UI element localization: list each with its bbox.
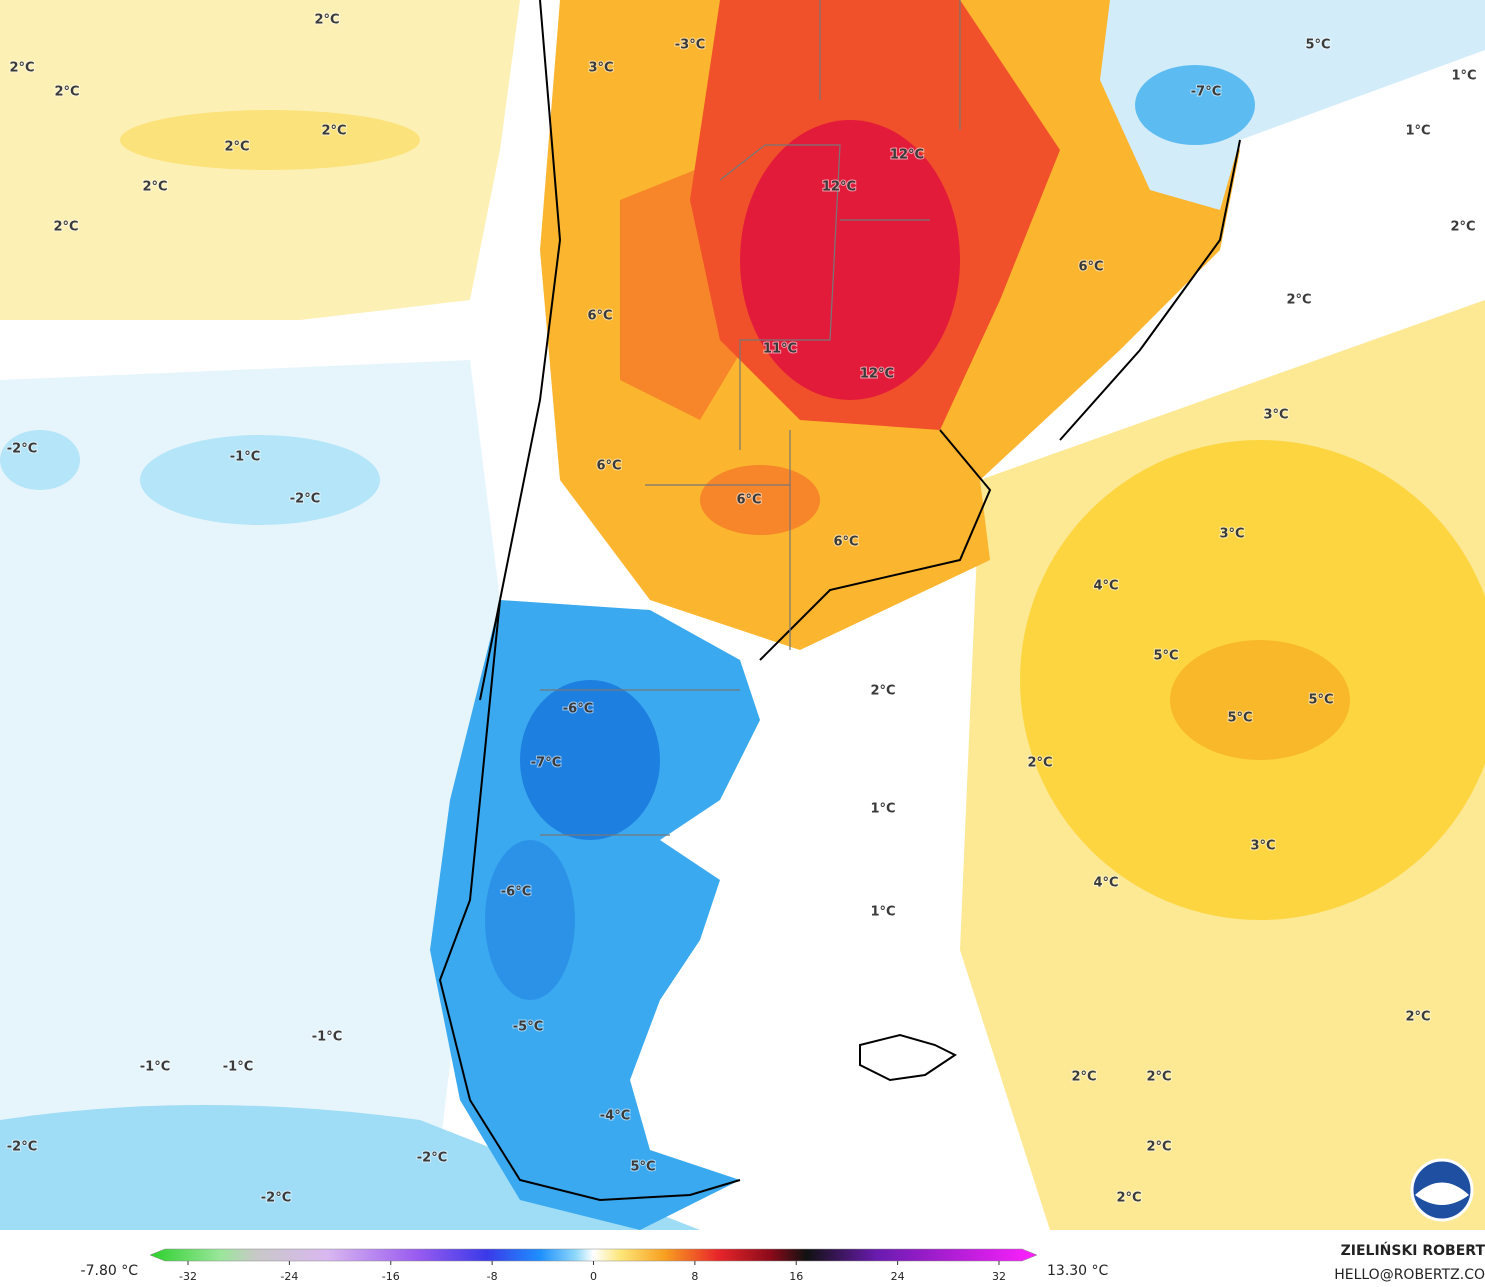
temperature-label: 4°C: [1093, 876, 1118, 891]
temperature-label: 2°C: [321, 124, 346, 139]
temperature-label: 2°C: [9, 61, 34, 76]
temperature-label: 6°C: [587, 309, 612, 324]
cold-patch: [140, 435, 380, 525]
logo: [1410, 1158, 1474, 1222]
colorbar-tick-label: 32: [992, 1270, 1006, 1283]
temperature-label: 2°C: [224, 140, 249, 155]
author: ZIELIŃSKI ROBERT: [1341, 1241, 1485, 1259]
temperature-label: 2°C: [870, 684, 895, 699]
temperature-label: 3°C: [1250, 839, 1275, 854]
temperature-label: -2°C: [7, 1140, 37, 1155]
warm-patch: [120, 110, 420, 170]
temperature-label: 12°C: [890, 148, 924, 163]
temperature-label: -6°C: [563, 702, 593, 717]
labels: 2°C 2°C 2°C 2°C 2°C 2°C 2°C 2°C 2°C 2°C 2°C 2°C 2°C 2…: [6, 12, 1478, 1207]
temperature-label: 2°C: [314, 13, 339, 28]
temperature-label: 6°C: [736, 493, 761, 508]
temperature-label: -1°C: [223, 1060, 253, 1075]
temperature-label: 5°C: [1308, 693, 1333, 708]
colorbar-tick-label: -16: [382, 1270, 400, 1283]
temperature-label: 5°C: [1227, 711, 1252, 726]
temperature-label: 6°C: [596, 459, 621, 474]
temperature-label: 2°C: [1116, 1191, 1141, 1206]
colorbar-tick-label: -24: [280, 1270, 298, 1283]
cold-core: [1135, 65, 1255, 145]
contact: HELLO@ROBERTZ.CO: [1334, 1267, 1485, 1283]
colorbar-tick-label: -8: [487, 1270, 498, 1283]
temperature-label: 6°C: [1078, 260, 1103, 275]
temperature-label: 6°C: [833, 535, 858, 550]
temperature-label: -4°C: [600, 1109, 630, 1124]
temperature-label: 5°C: [1305, 38, 1330, 53]
colorbar-tick-label: 16: [789, 1270, 803, 1283]
temperature-label: 2°C: [54, 85, 79, 100]
temperature-label: 11°C: [763, 342, 797, 357]
temperature-label: 3°C: [1219, 527, 1244, 542]
cold-patch: [0, 430, 80, 490]
cold-land: [1100, 0, 1485, 210]
temperature-label: 2°C: [1146, 1070, 1171, 1085]
temperature-label: 12°C: [822, 180, 856, 195]
temperature-label: 3°C: [1263, 408, 1288, 423]
colorbar-tick-label: 0: [590, 1270, 597, 1283]
temperature-label: 12°C: [860, 367, 894, 382]
temperature-label: -3°C: [675, 38, 705, 53]
temperature-label: -2°C: [261, 1191, 291, 1206]
warm-core: [1170, 640, 1350, 760]
temperature-label: 1°C: [1451, 69, 1476, 84]
temperature-label: -5°C: [513, 1020, 543, 1035]
temperature-label: 3°C: [588, 61, 613, 76]
temperature-label: 2°C: [1146, 1140, 1171, 1155]
cold-patagonia: [430, 600, 760, 1230]
temperature-label: 4°C: [1093, 579, 1118, 594]
temperature-label: 2°C: [1286, 293, 1311, 308]
temperature-label: -1°C: [140, 1060, 170, 1075]
temperature-label: -1°C: [312, 1030, 342, 1045]
temperature-label: 2°C: [1027, 756, 1052, 771]
temperature-label: -2°C: [7, 442, 37, 457]
colorbar-tick-label: -32: [179, 1270, 197, 1283]
temperature-label: 2°C: [142, 180, 167, 195]
temperature-label: 2°C: [1405, 1010, 1430, 1025]
coastline: [499, 0, 1241, 661]
hot-core: [740, 120, 960, 400]
temperature-label: 5°C: [630, 1160, 655, 1175]
borders: [540, 0, 961, 836]
colorbar-min: -7.80 °C: [81, 1263, 139, 1279]
colorbar-max: 13.30 °C: [1047, 1263, 1109, 1279]
colorbar-tick-label: 24: [891, 1270, 905, 1283]
temperature-label: -7°C: [531, 756, 561, 771]
temperature-label: 2°C: [53, 220, 78, 235]
temperature-label: 5°C: [1153, 649, 1178, 664]
temperature-label: 2°C: [1450, 220, 1475, 235]
temperature-label: -1°C: [230, 450, 260, 465]
temperature-label: -2°C: [290, 492, 320, 507]
temperature-label: -2°C: [417, 1151, 447, 1166]
coastline: [438, 599, 741, 1202]
temperature-label: 1°C: [870, 802, 895, 817]
pacific: [0, 360, 500, 1230]
temperature-label: -6°C: [501, 885, 531, 900]
cold-core: [520, 680, 660, 840]
temperature-label: 2°C: [1071, 1070, 1096, 1085]
temperature-label: 1°C: [1405, 124, 1430, 139]
temperature-label: -7°C: [1191, 85, 1221, 100]
colorbar-tick-label: 8: [691, 1270, 698, 1283]
temperature-label: 1°C: [870, 905, 895, 920]
map: [0, 0, 1485, 1230]
islands: [859, 1033, 957, 1082]
colorbar: [149, 1248, 1038, 1262]
cold-core: [485, 840, 575, 1000]
